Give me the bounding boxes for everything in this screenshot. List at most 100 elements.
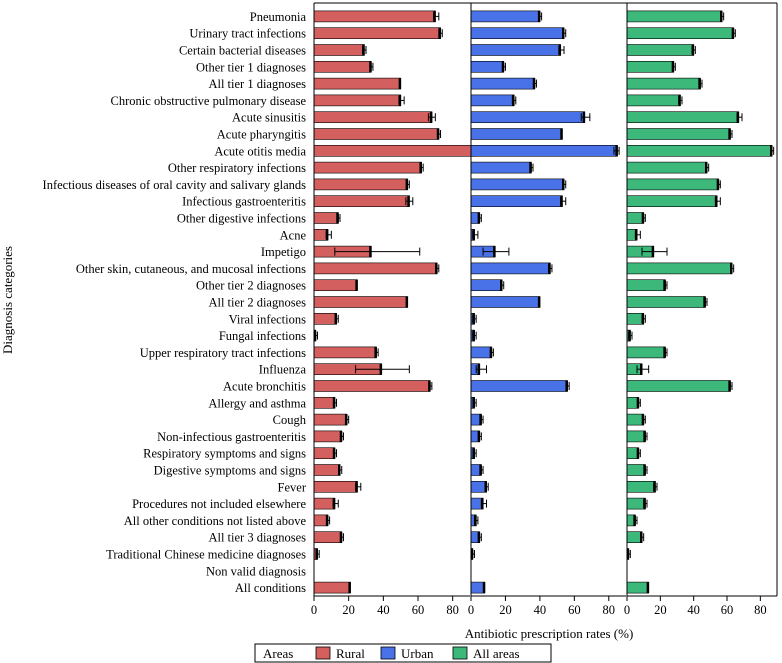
bar-rural [313, 430, 343, 443]
bar-end-cap [332, 397, 336, 409]
bar-rural [313, 111, 433, 123]
bar-end-cap [374, 346, 377, 358]
bar-rural [313, 44, 365, 56]
bar-urban [470, 111, 585, 123]
bar-end-cap [489, 346, 493, 358]
bar-rural [313, 531, 343, 544]
category-label: Upper respiratory tract infections [140, 346, 306, 360]
category-label: Other respiratory infections [168, 161, 306, 175]
bar-end-cap [484, 481, 487, 493]
bar-end-cap [529, 162, 532, 174]
bar-rural [313, 145, 476, 157]
x-tick-label: 20 [654, 603, 667, 617]
bar-rural [313, 161, 422, 174]
bar-end-cap [731, 27, 735, 39]
bar-rural [313, 128, 440, 140]
category-label: Certain bacterial diseases [179, 44, 306, 58]
panel-urban: 0 20 40 60 80 [468, 3, 626, 617]
bar-all [626, 346, 666, 359]
bar-end-cap [537, 10, 541, 22]
bar-end-cap [730, 262, 733, 274]
bar-urban [470, 262, 551, 275]
bar-urban [470, 296, 541, 308]
category-label: Acute bronchitis [223, 380, 306, 394]
bar-end-cap [369, 61, 372, 73]
bar-all [626, 212, 644, 224]
category-label: Influenza [259, 363, 307, 377]
bar-rural [313, 94, 401, 107]
bar-end-cap [560, 128, 563, 140]
bar-urban [470, 195, 563, 207]
bar-end-cap [501, 61, 505, 73]
x-tick-label: 60 [412, 603, 425, 617]
x-tick-label: 40 [534, 603, 547, 617]
category-label: Fungal infections [219, 329, 306, 343]
category-label: Procedures not included elsewhere [132, 497, 306, 511]
legend-swatch-all [452, 646, 468, 660]
bar-end-cap [626, 548, 630, 560]
category-label: All other conditions not listed above [124, 514, 307, 528]
bar-all [626, 531, 643, 544]
x-tick-label: 60 [721, 603, 734, 617]
bar-all [626, 480, 656, 493]
bar-urban [470, 60, 505, 73]
category-label: Respiratory symptoms and signs [143, 447, 306, 461]
bar-end-cap [435, 262, 438, 274]
bar-end-cap [339, 531, 343, 543]
bar-end-cap [716, 178, 720, 190]
bar-end-cap [641, 212, 645, 224]
bar-end-cap [703, 296, 706, 308]
category-label: Urinary tract infections [189, 27, 306, 41]
bar-rural [313, 497, 336, 510]
category-label: Acne [280, 228, 307, 242]
bar-urban [470, 10, 541, 23]
bar-all [626, 262, 733, 275]
panel-all: 0 20 40 60 80 [624, 3, 777, 617]
bar-urban [470, 178, 565, 191]
bar-end-cap [313, 330, 317, 342]
bar-urban [470, 94, 515, 107]
bar-end-cap [348, 582, 351, 594]
bar-end-cap [344, 414, 348, 426]
bar-all [626, 161, 708, 174]
bar-all [626, 312, 644, 325]
panel-rural: 0 20 40 60 80 [311, 3, 478, 617]
category-label: Traditional Chinese medicine diagnoses [106, 548, 306, 562]
bar-all [626, 94, 681, 107]
bar-urban [470, 279, 503, 292]
bar-end-cap [477, 212, 481, 224]
bar-rural [313, 380, 431, 392]
category-label: Viral infections [229, 312, 306, 326]
bar-end-cap [720, 10, 723, 22]
bar-all [626, 464, 646, 476]
x-tick-label: 40 [687, 603, 700, 617]
bar-all [626, 44, 694, 56]
bar-end-cap [500, 279, 503, 291]
bar-rural [313, 396, 336, 409]
bar-end-cap [419, 162, 422, 174]
category-label: Non-infectious gastroenteritis [157, 430, 306, 444]
bar-end-cap [315, 548, 318, 560]
bar-end-cap [479, 414, 482, 426]
bar-rural [313, 312, 337, 325]
bar-end-cap [336, 212, 339, 224]
bar-all [626, 27, 734, 40]
bar-end-cap [355, 279, 358, 291]
bar-urban [470, 77, 536, 90]
bar-rural [313, 27, 441, 40]
category-label: All tier 1 diagnoses [208, 77, 306, 91]
x-tick-label: 0 [468, 603, 474, 617]
category-label: Other skin, cutaneous, and mucosal infec… [76, 262, 306, 276]
bar-all [626, 111, 739, 123]
bar-rural [313, 195, 410, 207]
bar-all [626, 296, 706, 308]
category-label: Other tier 1 diagnoses [196, 60, 306, 74]
category-label: Impetigo [261, 245, 306, 259]
bar-end-cap [332, 447, 336, 459]
x-tick-label: 40 [377, 603, 390, 617]
bar-rural [313, 296, 408, 308]
bar-end-cap [646, 582, 650, 594]
bar-end-cap [633, 514, 636, 526]
bar-end-cap [325, 514, 329, 526]
